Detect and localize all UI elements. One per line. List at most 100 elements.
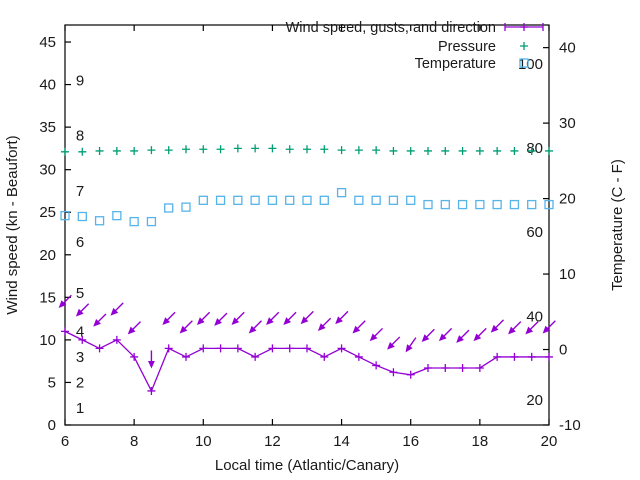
wind-speed-point <box>337 344 346 353</box>
wind-speed-point <box>372 361 381 370</box>
pressure-point <box>545 146 553 155</box>
pressure-point <box>268 144 277 153</box>
temperature-point <box>527 199 537 210</box>
wind-direction-arrow <box>473 327 487 342</box>
pressure-point <box>406 146 415 155</box>
temperature-point <box>492 199 502 210</box>
wind-speed-point <box>424 363 432 372</box>
wind-direction-arrow <box>335 310 349 325</box>
wind-speed-line <box>64 330 549 393</box>
temperature-point <box>354 195 364 205</box>
wind-speed-point <box>545 352 553 361</box>
legend-symbol-temperature <box>519 58 529 68</box>
wind-direction-arrow <box>352 320 366 334</box>
x-tick-label-16: 16 <box>402 433 419 450</box>
temperature-point <box>319 195 329 205</box>
y-tick-label-25: 25 <box>39 204 56 221</box>
pressure-point <box>303 145 311 154</box>
fahrenheit-label-80: 80 <box>526 140 543 157</box>
wind-speed-point <box>441 363 450 372</box>
pressure-point <box>354 146 363 155</box>
temperature-point <box>146 216 157 227</box>
temperature-point <box>94 216 105 226</box>
wind-speed-point <box>458 363 467 372</box>
wind-direction-arrow <box>508 321 522 335</box>
wind-direction-arrow <box>542 320 556 334</box>
pressure-point <box>78 147 87 156</box>
temperature-point <box>544 199 554 210</box>
y-tick-label-40: 40 <box>39 77 56 94</box>
beaufort-label-6: 6 <box>76 234 84 251</box>
pressure-point <box>320 145 329 154</box>
wind-speed-point <box>164 344 173 353</box>
pressure-point <box>112 146 121 155</box>
temperature-point <box>267 195 278 205</box>
temperature-point <box>77 211 87 222</box>
y2-tick-label-0: 0 <box>559 342 567 359</box>
wind-speed-point <box>95 344 104 353</box>
wind-speed-point <box>268 344 277 353</box>
wind-speed-point <box>527 352 536 361</box>
temperature-point <box>164 203 174 213</box>
y-tick-label-15: 15 <box>39 289 56 306</box>
wind-direction-arrow <box>231 311 245 325</box>
temperature-point <box>423 199 433 210</box>
temperature-point <box>371 195 381 205</box>
pressure-point <box>389 146 398 155</box>
y-tick-label-5: 5 <box>48 374 56 391</box>
y-tick-label-35: 35 <box>39 119 56 136</box>
legend-label-0: Wind speed, gusts, and direction <box>286 20 496 36</box>
wind-direction-arrow <box>127 321 142 335</box>
wind-direction-arrow <box>110 302 124 316</box>
y-axis-title: Wind speed (kn - Beaufort) <box>4 135 21 314</box>
y-tick-label-0: 0 <box>48 417 56 434</box>
fahrenheit-label-100: 100 <box>518 56 543 73</box>
y-tick-label-20: 20 <box>39 247 56 264</box>
pressure-point <box>493 146 502 155</box>
pressure-point <box>61 147 69 156</box>
beaufort-label-8: 8 <box>76 128 84 145</box>
pressure-point <box>372 146 381 155</box>
temperature-point <box>440 199 450 210</box>
temperature-point <box>60 210 70 221</box>
temperature-point <box>457 199 468 210</box>
wind-speed-point <box>130 352 139 361</box>
y2-tick-label-30: 30 <box>559 115 576 132</box>
wind-speed-point <box>285 344 294 353</box>
wind-direction-arrow <box>405 337 417 353</box>
temperature-point <box>198 195 208 205</box>
wind-direction-arrow <box>317 317 332 331</box>
y2-axis-title: Temperature (C - F) <box>609 159 626 291</box>
wind-speed-point <box>199 344 208 353</box>
wind-direction-arrow <box>93 313 107 327</box>
wind-speed-point <box>61 327 69 336</box>
pressure-point <box>458 146 467 155</box>
wind-direction-arrow <box>300 310 314 325</box>
pressure-point <box>130 146 139 155</box>
fahrenheit-label-60: 60 <box>526 224 543 241</box>
wind-direction-arrow <box>148 350 155 369</box>
wind-speed-point <box>112 335 121 344</box>
y-tick-label-45: 45 <box>39 34 56 51</box>
temperature-point <box>285 195 295 205</box>
wind-direction-arrow <box>490 319 505 333</box>
wind-direction-arrow <box>196 311 211 325</box>
temperature-point <box>336 188 347 198</box>
pressure-point <box>441 146 450 155</box>
pressure-point <box>233 144 242 153</box>
wind-direction-arrow <box>248 320 263 334</box>
beaufort-label-9: 9 <box>76 72 84 89</box>
legend-symbol-wind-mid <box>520 23 528 31</box>
y2-tick-label-40: 40 <box>559 40 576 57</box>
pressure-point <box>475 146 484 155</box>
pressure-point <box>95 146 104 155</box>
wind-direction-arrow <box>214 312 228 326</box>
beaufort-label-2: 2 <box>76 374 84 391</box>
temperature-point <box>112 210 122 221</box>
temperature-point <box>215 195 226 205</box>
legend-label-1: Pressure <box>438 39 496 55</box>
x-tick-label-8: 8 <box>130 433 138 450</box>
wind-speed-point <box>475 363 484 372</box>
